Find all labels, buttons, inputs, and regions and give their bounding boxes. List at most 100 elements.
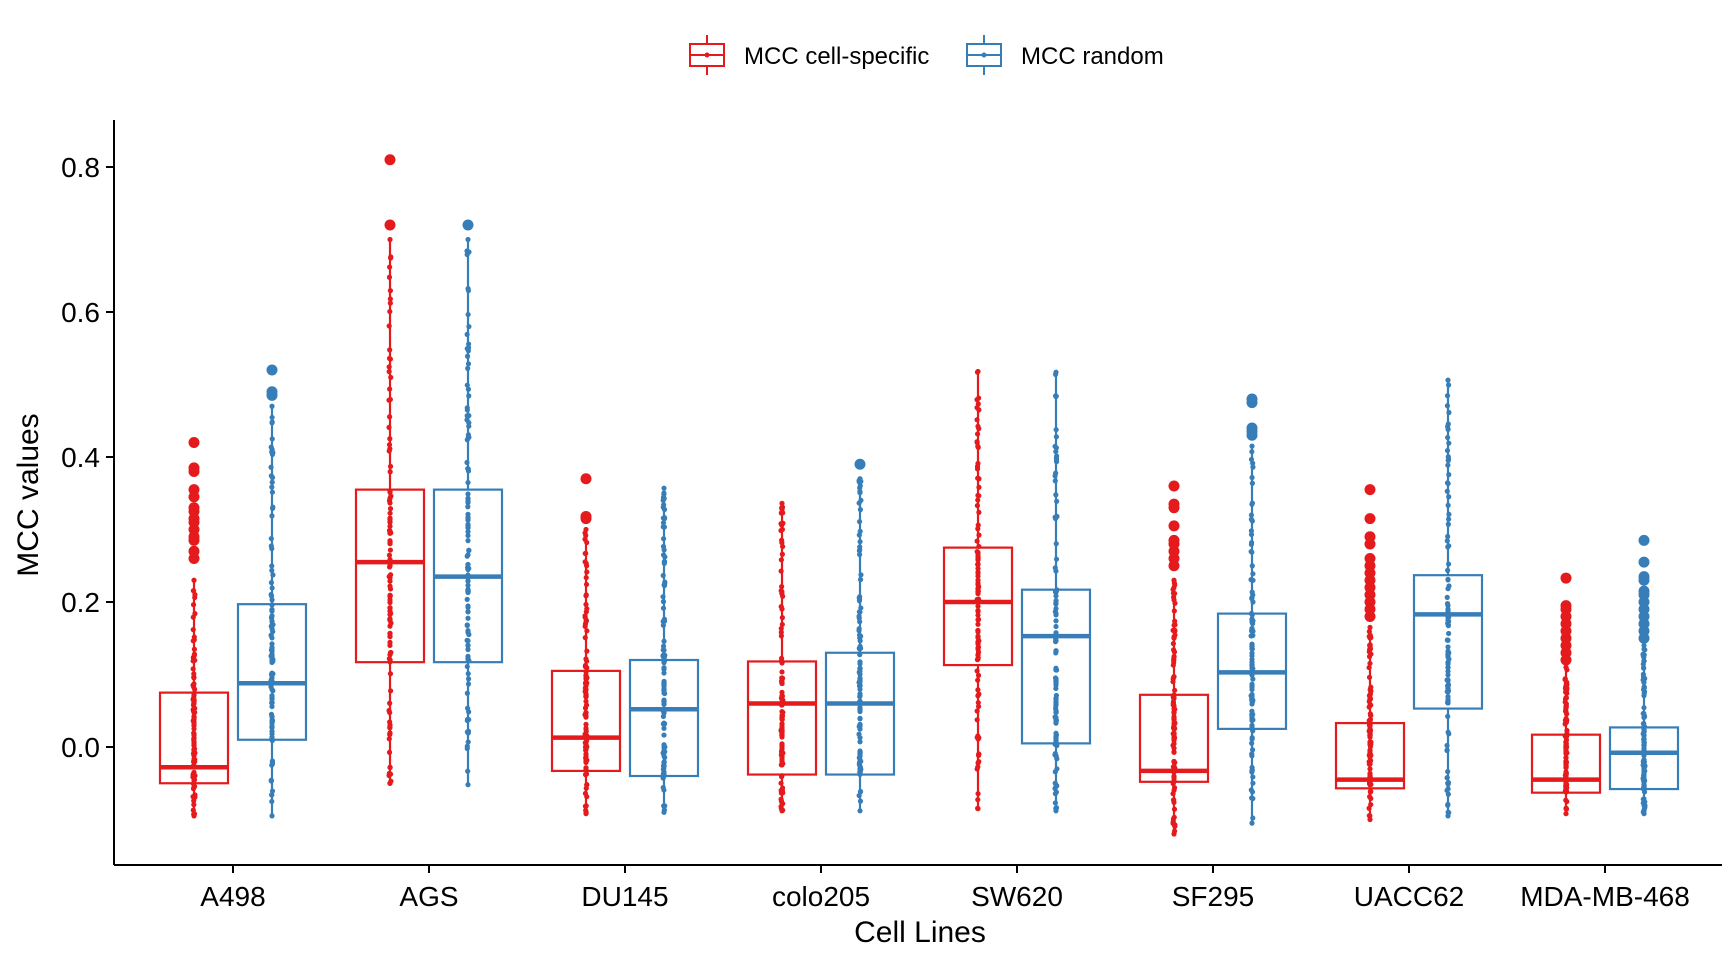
data-point: [1368, 801, 1374, 808]
data-point: [191, 588, 197, 594]
outlier-point: [188, 502, 200, 514]
data-point: [779, 712, 785, 719]
data-point: [387, 510, 393, 516]
data-point: [387, 515, 393, 521]
data-point: [465, 578, 471, 584]
data-point: [1445, 713, 1451, 719]
data-point: [465, 311, 471, 318]
data-point: [1445, 664, 1451, 670]
data-point: [1053, 568, 1059, 574]
data-point: [975, 603, 981, 609]
data-point: [1641, 796, 1647, 802]
data-point: [191, 735, 197, 741]
data-point: [583, 759, 589, 766]
data-point: [1445, 659, 1451, 665]
data-point: [976, 751, 982, 757]
data-point: [1563, 806, 1570, 812]
legend-label: MCC cell-specific: [744, 43, 929, 70]
data-point: [1053, 427, 1059, 433]
data-point: [268, 580, 275, 586]
data-point: [779, 680, 785, 686]
data-point: [464, 717, 470, 724]
data-point: [660, 520, 667, 526]
data-point: [1366, 628, 1372, 635]
data-point: [465, 515, 471, 522]
data-point: [1367, 813, 1373, 819]
data-point: [976, 476, 982, 482]
data-point: [465, 495, 471, 501]
data-point: [386, 552, 393, 558]
data-point: [269, 489, 276, 495]
data-point: [1054, 513, 1060, 520]
data-point: [387, 495, 393, 501]
data-point: [269, 419, 275, 425]
data-point: [1170, 640, 1176, 647]
data-point: [975, 639, 981, 645]
data-point: [1446, 440, 1452, 446]
data-point: [660, 605, 667, 611]
data-point: [1248, 548, 1254, 555]
data-point: [856, 519, 863, 525]
data-point: [583, 698, 589, 704]
data-point: [1249, 820, 1255, 826]
data-point: [387, 700, 393, 706]
data-point: [1368, 788, 1374, 794]
data-point: [975, 591, 981, 597]
data-point: [661, 490, 667, 496]
outlier-point: [580, 473, 592, 485]
data-point: [1053, 733, 1059, 739]
data-point: [192, 657, 198, 663]
data-point: [466, 547, 472, 554]
data-point: [857, 539, 863, 545]
data-point: [269, 671, 275, 677]
data-point: [387, 523, 393, 529]
data-point: [1171, 726, 1177, 732]
data-point: [269, 693, 275, 699]
data-point: [583, 526, 589, 533]
data-point: [1444, 747, 1450, 753]
data-point: [465, 628, 471, 635]
data-point: [268, 444, 274, 450]
outlier-point: [188, 484, 200, 496]
data-point: [269, 474, 276, 481]
data-point: [779, 500, 785, 506]
data-point: [778, 780, 784, 786]
data-point: [1053, 448, 1059, 455]
data-point: [856, 532, 862, 538]
data-point: [1563, 745, 1569, 751]
box-A498-cell-specific: [158, 437, 230, 819]
data-point: [1053, 701, 1059, 707]
data-point: [1445, 791, 1451, 797]
data-point: [190, 627, 196, 633]
data-point: [661, 687, 667, 694]
data-point: [191, 690, 197, 697]
box-SF295-random: [1216, 393, 1288, 826]
data-point: [1171, 608, 1177, 614]
data-point: [975, 585, 981, 591]
data-point: [857, 665, 863, 672]
data-point: [465, 361, 472, 367]
data-point: [269, 703, 275, 710]
data-point: [779, 721, 785, 727]
data-point: [974, 734, 980, 741]
data-point: [660, 594, 666, 600]
y-tick-label: 0.6: [61, 297, 100, 328]
data-point: [1445, 668, 1451, 674]
data-point: [465, 567, 471, 573]
data-point: [1053, 556, 1060, 562]
data-point: [583, 592, 589, 598]
data-point: [1052, 769, 1058, 775]
x-tick-label: MDA-MB-468: [1520, 881, 1690, 912]
data-point: [857, 735, 863, 741]
data-point: [778, 568, 784, 574]
data-point: [1367, 747, 1373, 753]
data-point: [1367, 701, 1373, 708]
data-point: [779, 537, 785, 543]
data-point: [1640, 710, 1646, 717]
data-point: [1367, 642, 1373, 648]
data-point: [975, 703, 982, 710]
data-point: [582, 613, 588, 619]
data-point: [270, 504, 276, 510]
data-point: [976, 484, 982, 490]
data-point: [1367, 754, 1373, 760]
